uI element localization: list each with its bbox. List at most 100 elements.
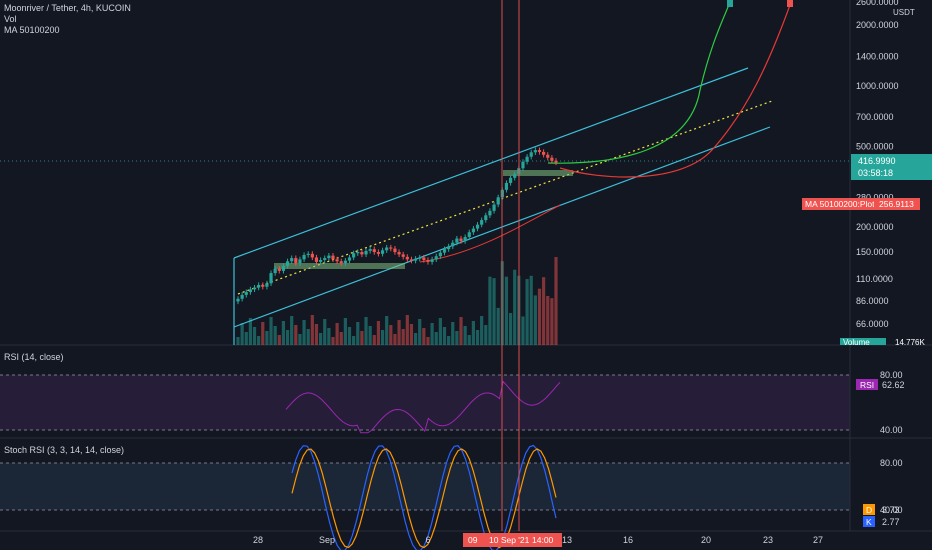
- rsi-legend[interactable]: RSI (14, close): [4, 352, 64, 362]
- crosshair-date-label: 10 Sep '21: [489, 535, 530, 545]
- candle-body: [318, 259, 323, 262]
- candle-body: [554, 160, 558, 163]
- support-zone-lower[interactable]: [274, 263, 405, 269]
- volume-bar: [484, 325, 488, 345]
- candle-body: [405, 256, 409, 260]
- price-tick-label: 86.0000: [856, 296, 889, 306]
- price-tick-label: 280.0000: [856, 192, 894, 202]
- volume-bar: [409, 324, 414, 345]
- candle-body: [533, 150, 537, 153]
- candle-body: [343, 260, 347, 264]
- stoch-d-tag-box: [863, 504, 875, 515]
- candle-body: [546, 154, 550, 158]
- rsi-band: [0, 375, 850, 430]
- ma-tag-value-box: [874, 198, 920, 210]
- candle-body: [430, 259, 434, 262]
- ma-legend[interactable]: MA 50100200: [4, 25, 60, 35]
- rsi-axis[interactable]: 80.00 40.00: [880, 370, 903, 435]
- candle-body: [302, 255, 306, 260]
- candle-body: [459, 238, 463, 242]
- symbol-title[interactable]: Moonriver / Tether, 4h, KUCOIN: [4, 3, 131, 13]
- candle-body: [492, 204, 496, 211]
- volume-bar: [265, 331, 269, 345]
- price-tick-label: 110.0000: [856, 274, 893, 284]
- volume-bar: [389, 325, 393, 345]
- volume-bar: [236, 337, 240, 345]
- time-tick-label: 6: [425, 535, 430, 545]
- volume-bar: [310, 315, 314, 345]
- candle-body: [290, 258, 294, 262]
- candle-body: [347, 257, 352, 261]
- stoch-legend[interactable]: Stoch RSI (3, 3, 14, 14, close): [4, 445, 125, 455]
- volume-bar: [248, 318, 252, 345]
- volume-bar: [537, 288, 542, 345]
- candle-body: [368, 249, 372, 251]
- volume-bar: [488, 276, 492, 345]
- volume-bar: [302, 320, 306, 345]
- candle-body: [418, 257, 422, 259]
- projection-curve-red[interactable]: [559, 4, 791, 178]
- crosshair-time-box: [485, 533, 562, 547]
- volume-bar: [413, 333, 418, 345]
- price-tick-label: 1000.0000: [856, 81, 899, 91]
- candle-body: [413, 258, 418, 261]
- volume-bar: [277, 335, 281, 345]
- volume-bar: [554, 257, 558, 345]
- candle-body: [537, 150, 542, 152]
- channel-upper-line[interactable]: [233, 67, 749, 259]
- main-pane[interactable]: [0, 0, 850, 345]
- volume-bar: [285, 330, 290, 345]
- time-axis[interactable]: 28 Sep 6 13 16 20 23 27: [253, 535, 823, 545]
- candle-body: [261, 284, 265, 287]
- stoch-axis[interactable]: 80.00 40.00: [880, 458, 903, 515]
- rsi-tag-label: RSI: [860, 380, 874, 390]
- candle-body: [277, 268, 281, 271]
- candle-body: [294, 258, 298, 264]
- crosshair-time-label: 14:00: [532, 535, 554, 545]
- candle-body: [513, 174, 517, 178]
- candle-body: [331, 255, 335, 260]
- ma-tag-value: 256.9113: [879, 199, 914, 209]
- currency-label: USDT: [893, 8, 915, 17]
- volume-bar: [492, 278, 496, 345]
- volume-bar: [504, 276, 509, 345]
- candle-body: [475, 224, 480, 229]
- support-zone-upper[interactable]: [503, 170, 573, 176]
- legend[interactable]: Moonriver / Tether, 4h, KUCOIN Vol MA 50…: [4, 3, 131, 36]
- candle-body: [244, 292, 248, 295]
- price-tick-label: 66.0000: [856, 319, 889, 329]
- ma-tag-label: MA 50100200:Plot: [805, 199, 875, 209]
- candle-body: [434, 256, 438, 260]
- volume-bar: [352, 336, 356, 345]
- candle-body: [426, 259, 430, 262]
- volume-bar: [364, 317, 368, 345]
- volume-bar: [529, 275, 533, 345]
- volume-bar: [521, 316, 525, 345]
- volume-bar: [418, 319, 422, 345]
- candle-body: [467, 232, 471, 238]
- candle-body: [389, 247, 393, 249]
- rsi-line: [285, 380, 561, 434]
- volume-bar: [331, 337, 335, 345]
- volume-bar: [314, 324, 319, 345]
- candle-body: [451, 242, 455, 247]
- volume-bar: [347, 327, 352, 345]
- candle-body: [323, 258, 327, 260]
- volume-bar: [496, 307, 500, 345]
- vol-legend[interactable]: Vol: [4, 14, 17, 24]
- candle-body: [488, 210, 492, 216]
- candle-body: [285, 261, 290, 266]
- candle-body: [236, 298, 240, 302]
- time-tick-label: 28: [253, 535, 263, 545]
- candle-body: [356, 252, 360, 254]
- volume-bar: [475, 330, 480, 345]
- candle-body: [422, 257, 426, 260]
- stoch-d-tag-label: D: [866, 505, 872, 515]
- volume-bar: [298, 334, 302, 345]
- candle-body: [376, 252, 381, 254]
- volume-bar: [434, 332, 438, 345]
- projection-curve-green[interactable]: [547, 1, 731, 164]
- candle-body: [525, 156, 529, 162]
- candle-body: [480, 220, 484, 225]
